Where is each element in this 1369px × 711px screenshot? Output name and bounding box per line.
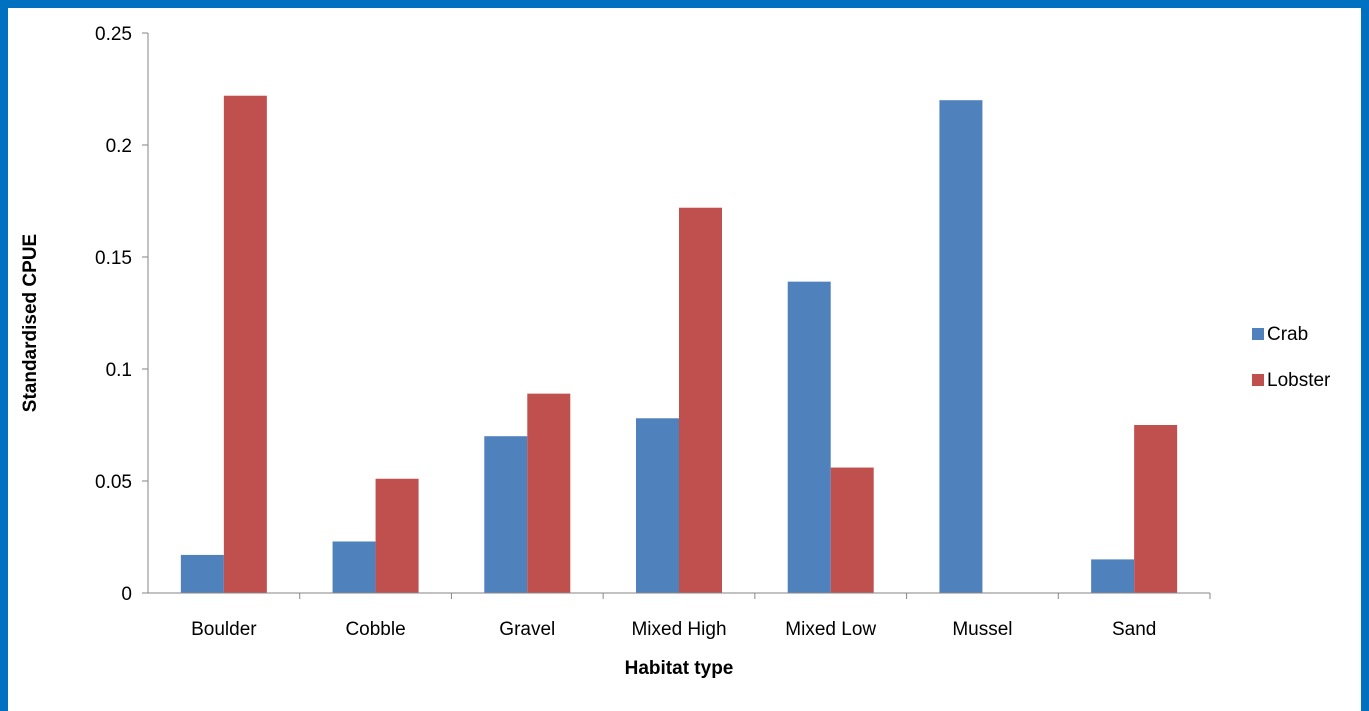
y-tick-label: 0.2 — [106, 136, 132, 157]
x-tick-label: Boulder — [191, 619, 257, 640]
y-tick-label: 0 — [121, 584, 132, 605]
bar-crab-mixed-low — [787, 281, 831, 593]
x-tick-label: Mussel — [952, 619, 1012, 640]
bar-crab-sand — [1091, 559, 1135, 593]
x-tick-label: Mixed Low — [785, 619, 876, 640]
bar-crab-mixed-high — [636, 418, 679, 593]
x-tick-label: Sand — [1112, 619, 1156, 640]
x-tick-label: Mixed High — [631, 619, 726, 640]
y-axis-title: Standardised CPUE — [20, 234, 41, 412]
bar-lobster-cobble — [375, 478, 419, 593]
bar-lobster-boulder — [223, 95, 267, 593]
legend-swatch-crab — [1252, 328, 1264, 340]
x-axis-title: Habitat type — [625, 658, 734, 679]
y-axis-tick-labels: 0 0.05 0.1 0.15 0.2 0.25 — [95, 24, 132, 605]
bar-lobster-mixed-high — [679, 207, 722, 593]
y-axis-ticks — [142, 32, 1211, 599]
legend: Crab Lobster — [1252, 324, 1331, 391]
x-tick-label: Cobble — [345, 619, 405, 640]
bar-chart: 0 0.05 0.1 0.15 0.2 0.25 Boulder Cobble Gravel M… — [20, 24, 1331, 679]
chart-frame: 0 0.05 0.1 0.15 0.2 0.25 Boulder Cobble Gravel M… — [8, 8, 1361, 711]
x-tick-label: Gravel — [499, 619, 555, 640]
x-axis-tick-labels: Boulder Cobble Gravel Mixed High Mixed Low Mu… — [191, 619, 1156, 640]
bar-lobster-sand — [1134, 425, 1178, 593]
bar-lobster-gravel — [527, 393, 571, 593]
bar-crab-gravel — [484, 436, 528, 593]
legend-label-lobster: Lobster — [1267, 370, 1331, 391]
y-tick-label: 0.1 — [106, 360, 132, 381]
bar-crab-cobble — [332, 541, 376, 593]
legend-swatch-lobster — [1252, 374, 1264, 386]
y-tick-label: 0.25 — [95, 24, 132, 45]
bar-crab-mussel — [939, 100, 983, 593]
legend-label-crab: Crab — [1267, 324, 1308, 345]
bar-series — [180, 95, 1178, 593]
bar-crab-boulder — [180, 554, 224, 593]
y-tick-label: 0.05 — [95, 472, 132, 493]
bar-lobster-mixed-low — [830, 467, 874, 593]
y-tick-label: 0.15 — [95, 248, 132, 269]
